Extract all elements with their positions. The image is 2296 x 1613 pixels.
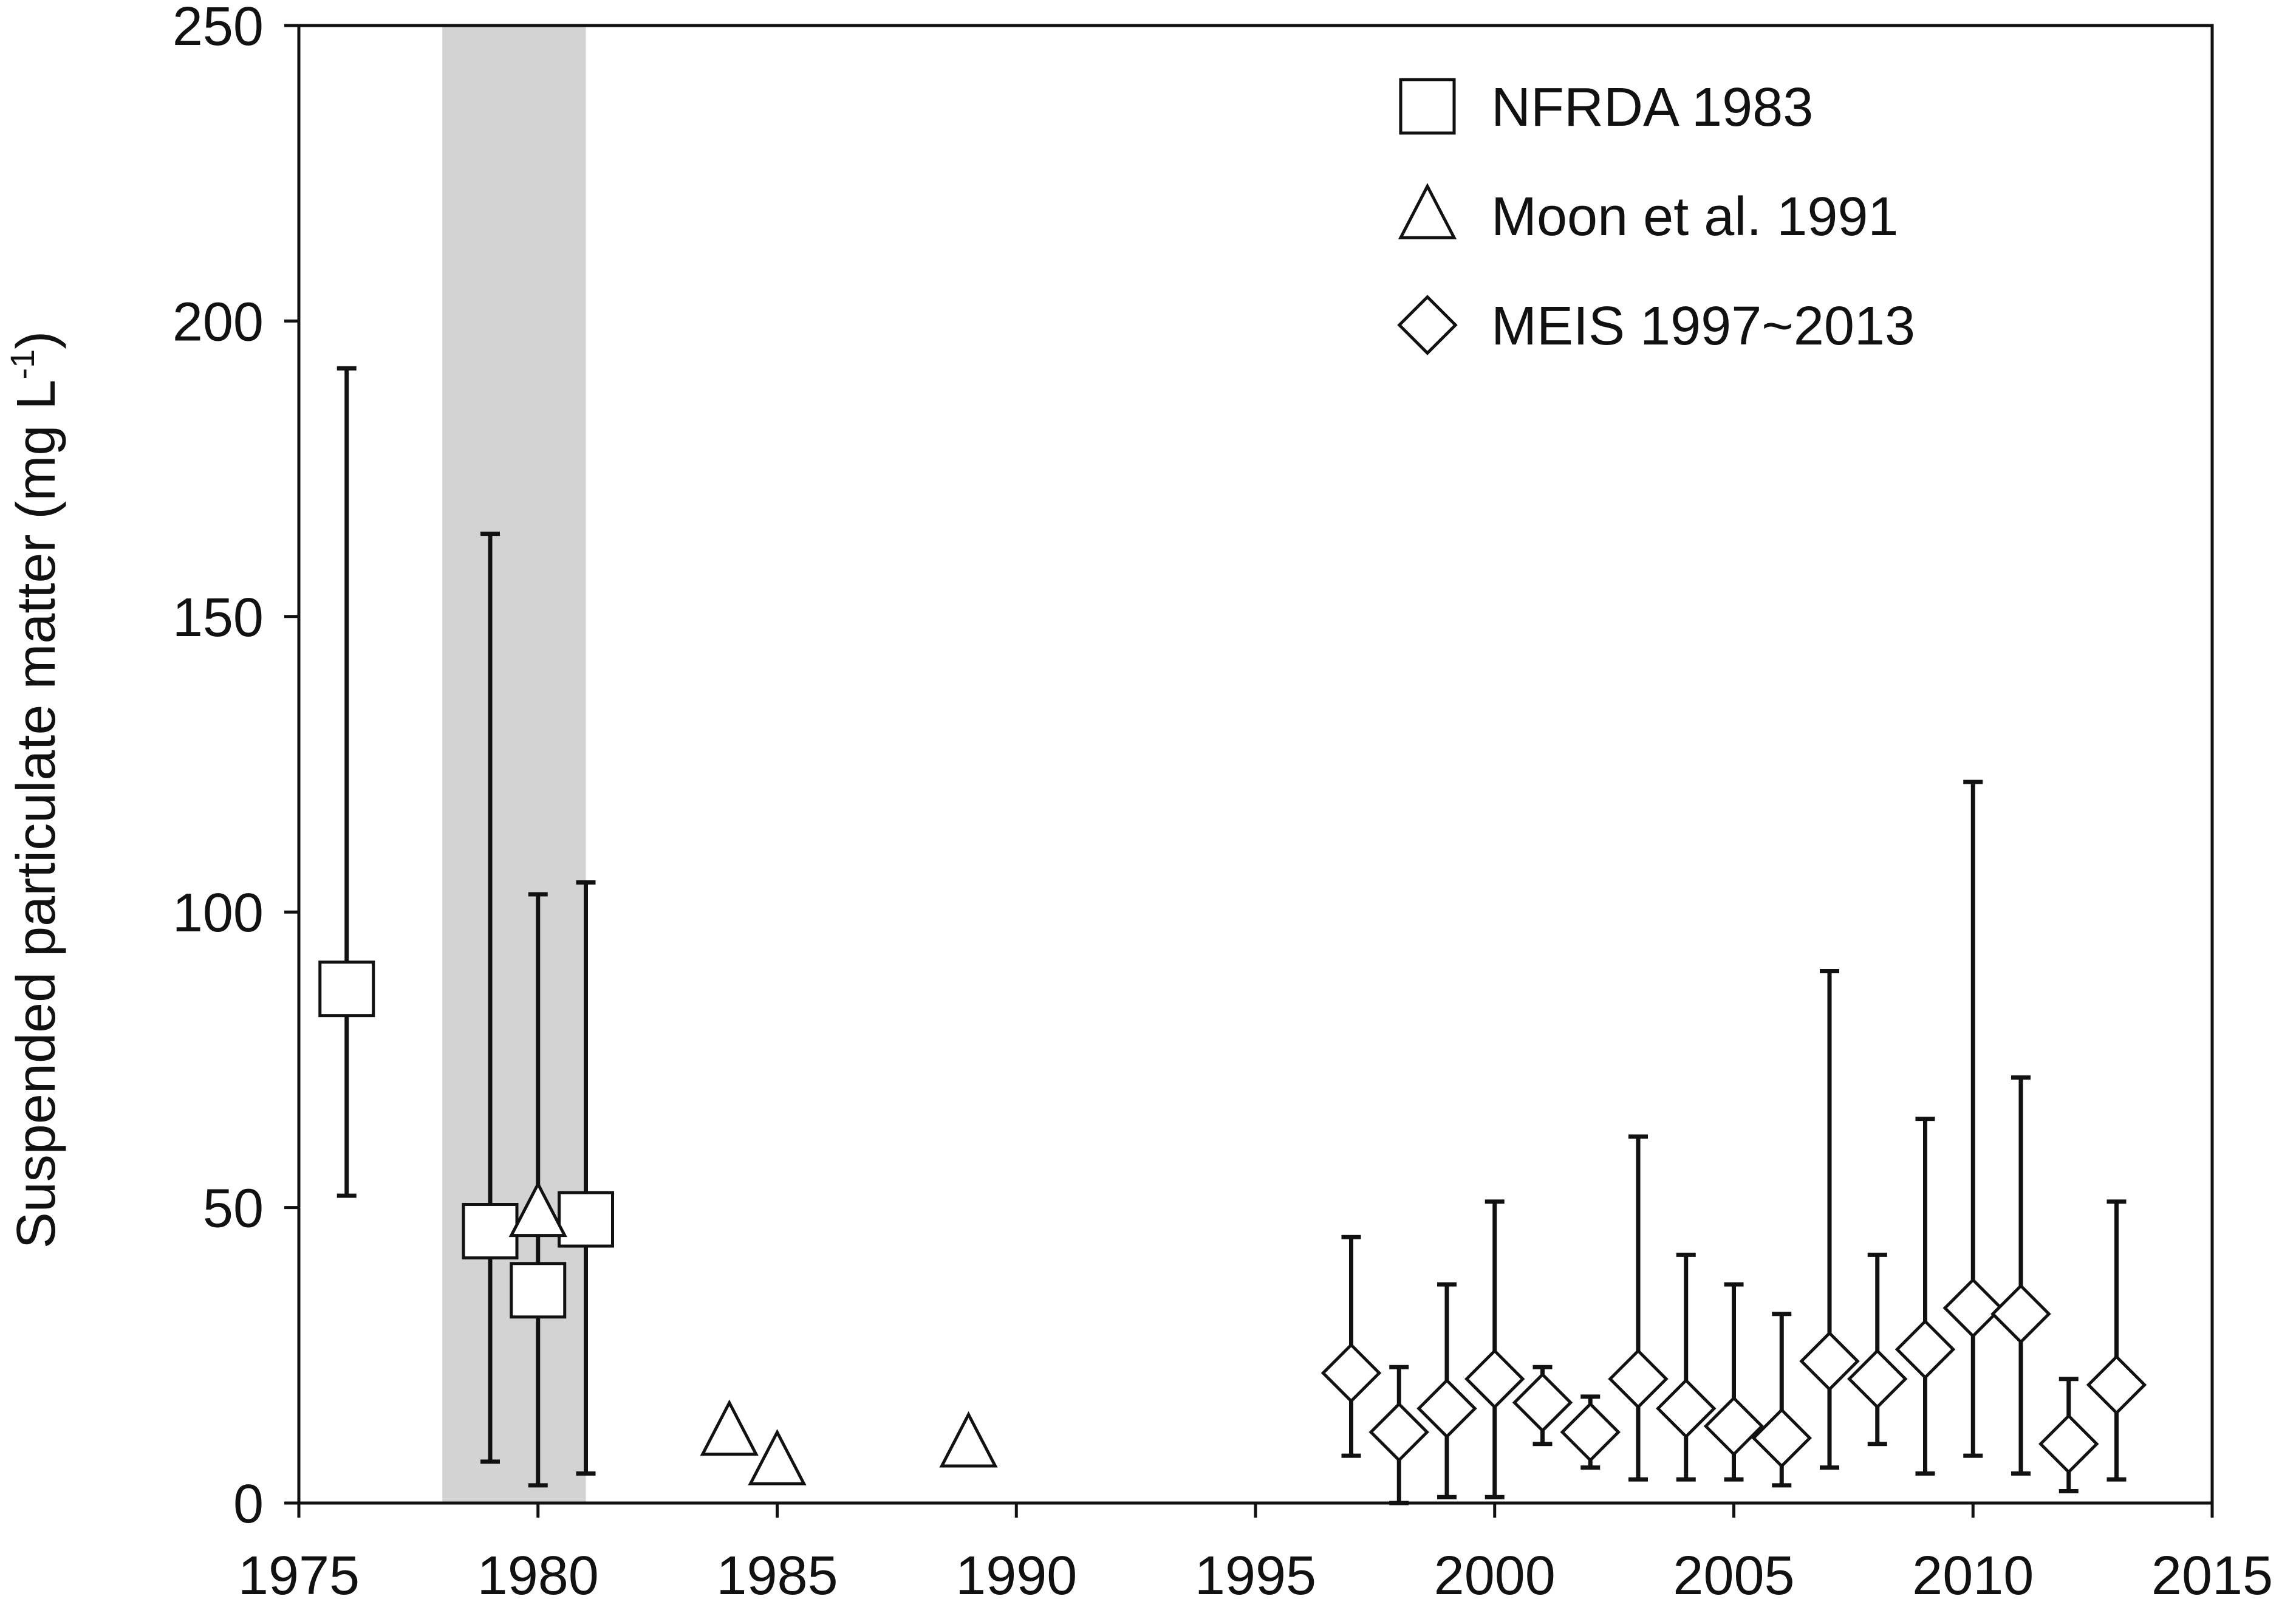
square-marker (510, 1262, 567, 1319)
legend-label: Moon et al. 1991 (1491, 187, 1898, 247)
x-tick-label: 2015 (2151, 1546, 2273, 1606)
error-bar (576, 880, 596, 1476)
triangle-marker (508, 1180, 567, 1238)
diamond-marker (1464, 1348, 1525, 1409)
error-bar (1628, 1134, 1648, 1482)
x-tick-label: 2005 (1673, 1546, 1794, 1606)
axes (284, 24, 2214, 1518)
y-tick-label: 0 (233, 1474, 264, 1535)
triangle-marker (748, 1429, 807, 1485)
error-bar (337, 366, 357, 1198)
error-bar (1820, 968, 1839, 1470)
legend-diamond-symbol (1397, 295, 1458, 355)
x-tick-label: 1980 (477, 1546, 599, 1606)
x-tick-label: 1990 (955, 1546, 1077, 1606)
y-axis-label-superscript: -1 (3, 349, 41, 380)
error-bar (2011, 1075, 2031, 1476)
diamond-marker (1847, 1348, 1908, 1409)
error-bar (1915, 1117, 1935, 1476)
y-tick-label: 250 (173, 0, 264, 57)
triangle-marker (700, 1399, 759, 1456)
diamond-marker (2038, 1413, 2099, 1474)
legend-triangle-symbol (1398, 183, 1457, 239)
legend-square-symbol (1399, 78, 1456, 135)
x-tick-label: 1995 (1195, 1546, 1316, 1606)
square-marker (558, 1191, 614, 1248)
diamond-marker (1942, 1278, 2003, 1338)
y-tick-label: 200 (173, 292, 264, 352)
error-bar (480, 532, 500, 1464)
legend-label: MEIS 1997~2013 (1491, 296, 1915, 357)
y-axis-label-text: Suspended particulate matter (mg L (6, 380, 67, 1249)
diamond-marker (1321, 1343, 1382, 1403)
legend-entry: NFRDA 1983 (1399, 77, 1813, 138)
y-tick-label: 150 (173, 587, 264, 648)
diamond-marker (1608, 1348, 1669, 1409)
legend: NFRDA 1983 Moon et al. 1991 MEIS 1997~2013 (1397, 77, 1915, 357)
legend-entry: MEIS 1997~2013 (1397, 295, 1915, 357)
diamond-marker (1560, 1402, 1621, 1462)
square-marker (462, 1203, 519, 1260)
diamond-marker (1656, 1378, 1717, 1439)
diamond-marker (1799, 1330, 1860, 1392)
diamond-marker (2086, 1354, 2147, 1416)
y-axis-label: Suspended particulate matter (mg L-1) (3, 331, 67, 1249)
legend-entry: Moon et al. 1991 (1398, 183, 1898, 247)
x-tick-label: 1985 (716, 1546, 838, 1606)
square-marker (318, 961, 375, 1018)
y-tick-label: 50 (203, 1179, 264, 1239)
error-bar (2106, 1199, 2127, 1482)
y-axis-label-close: ) (6, 331, 67, 349)
x-tick-label: 1975 (238, 1546, 360, 1606)
tick-labels: 1975 1980 1985 1990 1995 2000 2005 2010 2015 0 50 1… (173, 0, 2273, 1606)
error-bar (1676, 1252, 1696, 1482)
data-markers (318, 961, 2147, 1485)
x-tick-label: 2010 (1912, 1546, 2034, 1606)
diamond-marker (1703, 1396, 1765, 1457)
diamond-marker (1990, 1283, 2051, 1344)
x-tick-label: 2000 (1434, 1546, 1556, 1606)
triangle-marker (939, 1411, 998, 1468)
diamond-marker (1416, 1378, 1477, 1439)
diamond-marker (1751, 1408, 1812, 1468)
diamond-marker (1512, 1372, 1573, 1433)
error-bar (1963, 779, 1983, 1458)
error-bars (337, 366, 2127, 1505)
diamond-marker (1895, 1319, 1956, 1380)
legend-label: NFRDA 1983 (1491, 77, 1813, 138)
diamond-marker (1368, 1402, 1429, 1462)
y-tick-label: 100 (173, 883, 264, 943)
